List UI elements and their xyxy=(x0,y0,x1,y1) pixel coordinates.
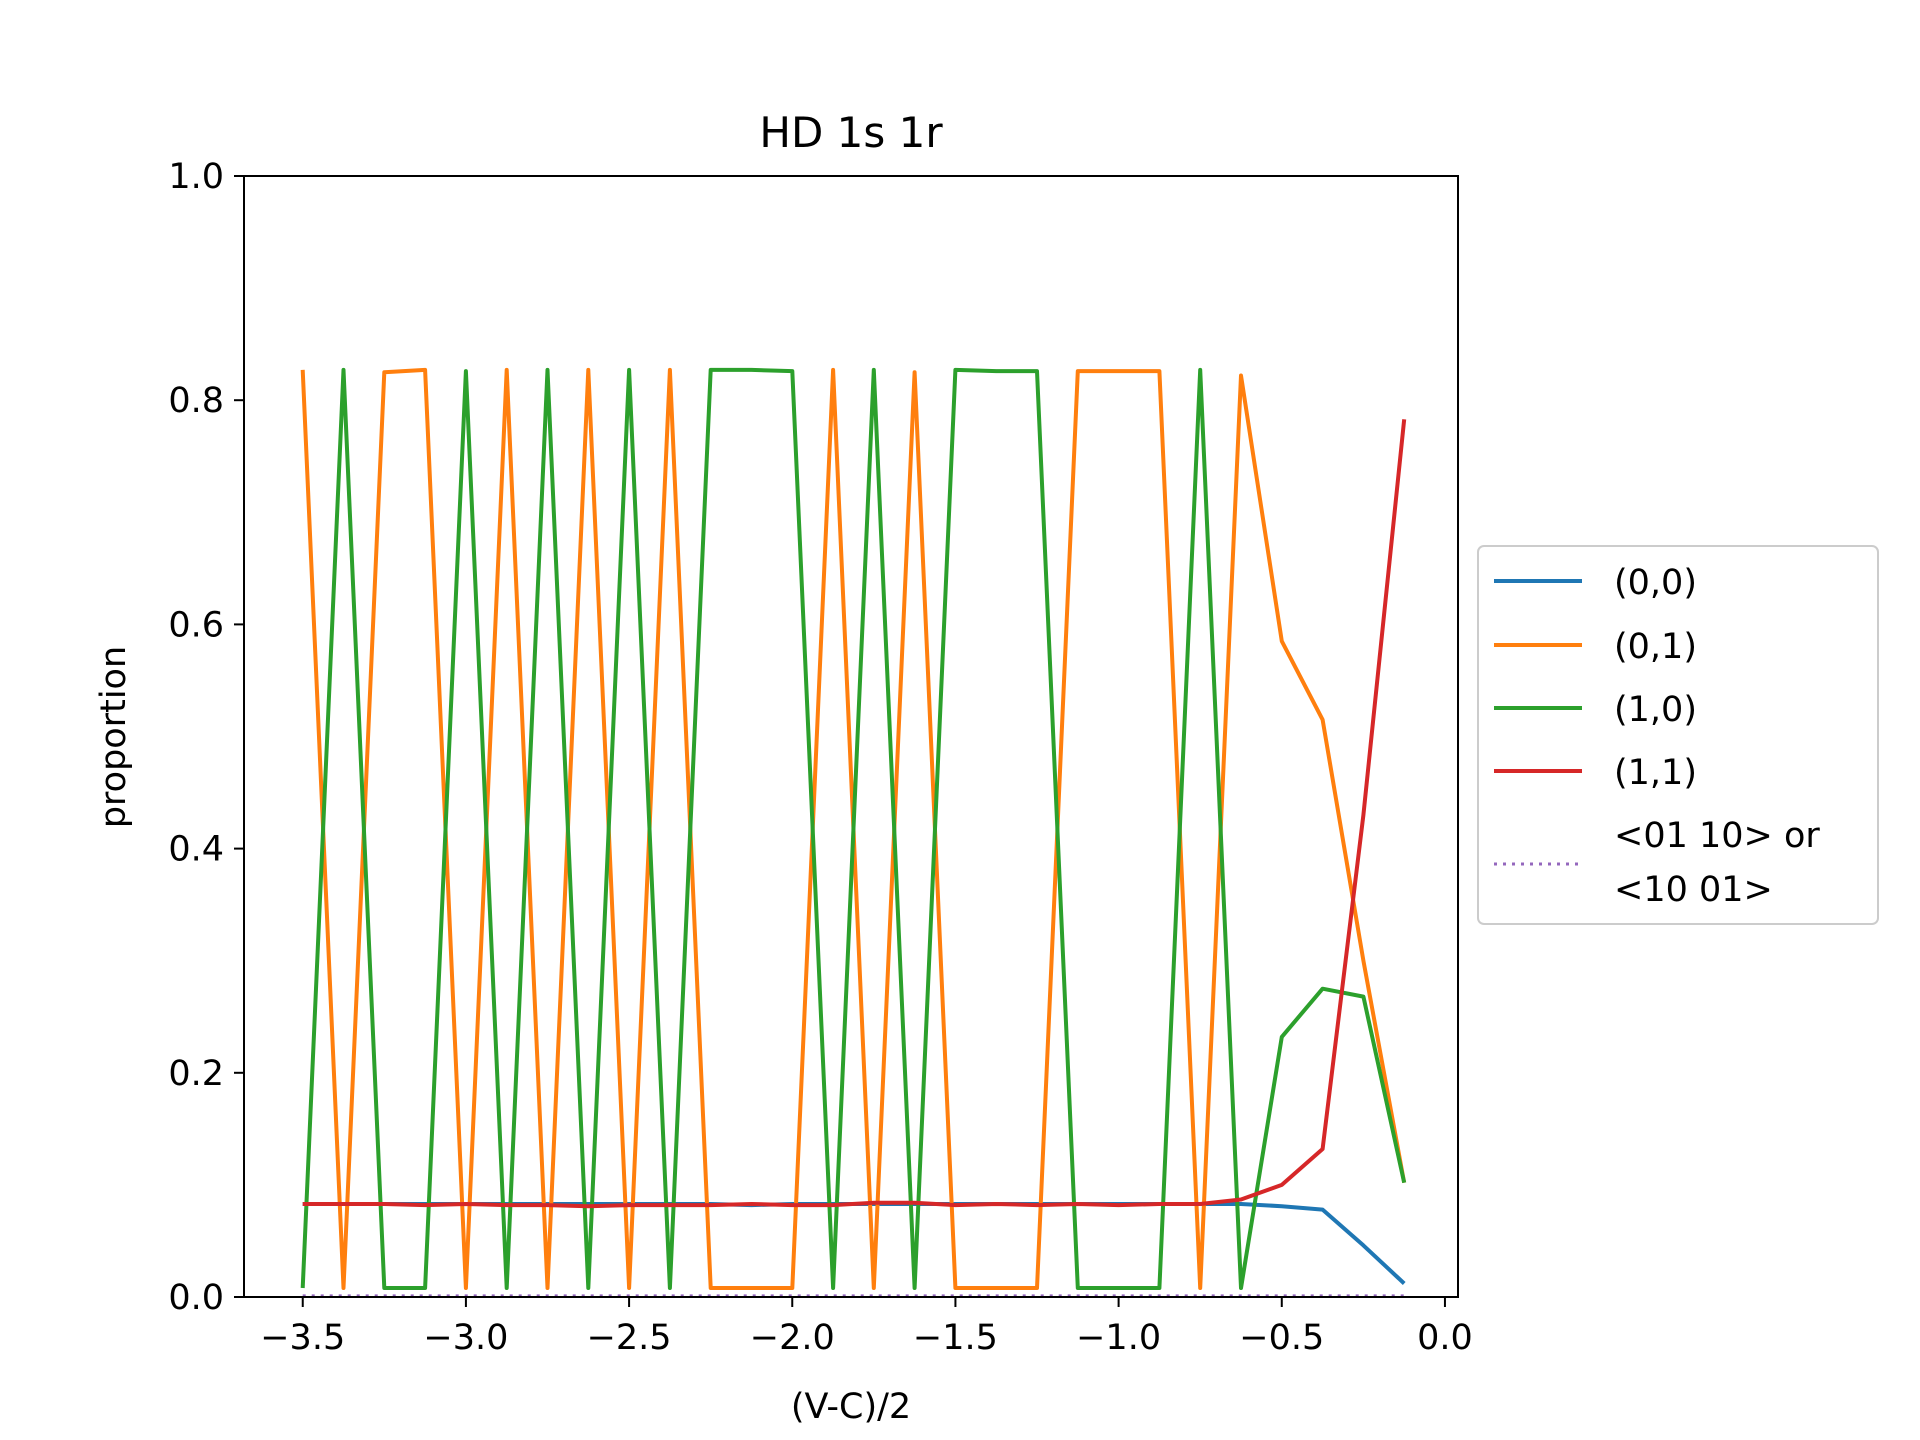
y-tick-label: 0.0 xyxy=(168,1278,224,1318)
series-line-2 xyxy=(300,367,1407,1290)
legend-box xyxy=(1477,545,1879,925)
y-tick-label: 0.2 xyxy=(168,1054,224,1094)
y-axis: 0.0 0.2 0.4 0.6 0.8 1.0 xyxy=(168,157,244,1318)
y-tick-label: 1.0 xyxy=(168,157,224,197)
x-tick-label: −1.5 xyxy=(913,1318,998,1358)
x-tick-label: −3.0 xyxy=(423,1318,508,1358)
legend-label-3: (1,1) xyxy=(1614,753,1697,793)
plot-frame xyxy=(243,175,1459,1298)
x-tick-label: −2.0 xyxy=(750,1318,835,1358)
y-tick-label: 0.8 xyxy=(168,381,224,421)
x-tick-label: 0.0 xyxy=(1417,1318,1473,1358)
legend-label-2: (1,0) xyxy=(1614,690,1697,730)
chart-title: HD 1s 1r xyxy=(759,108,943,157)
x-tick-label: −3.5 xyxy=(260,1318,345,1358)
x-tick-label: −1.0 xyxy=(1076,1318,1161,1358)
legend-label-4: <01 10> or <10 01> xyxy=(1614,816,1820,910)
x-axis-label: (V-C)/2 xyxy=(791,1387,911,1427)
x-tick-label: −2.5 xyxy=(587,1318,672,1358)
y-tick-label: 0.6 xyxy=(168,605,224,645)
legend-label-1: (0,1) xyxy=(1614,627,1697,667)
legend-label-0: (0,0) xyxy=(1614,563,1697,603)
plot-lines xyxy=(300,367,1407,1298)
legend: (0,0) (0,1) (1,0) (1,1) <01 10> or <10 01> xyxy=(1477,545,1879,925)
y-axis-label: proportion xyxy=(94,646,134,828)
x-axis: −3.5 −3.0 −2.5 −2.0 −1.5 −1.0 −0.5 0.0 xyxy=(260,1297,1473,1358)
series-line-3 xyxy=(302,419,1407,1209)
y-tick-label: 0.4 xyxy=(168,830,224,870)
x-tick-label: −0.5 xyxy=(1239,1318,1324,1358)
